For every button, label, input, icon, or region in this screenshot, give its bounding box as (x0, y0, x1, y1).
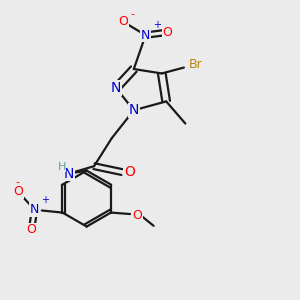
Text: O: O (133, 209, 142, 222)
Text: N: N (141, 29, 150, 42)
Text: N: N (129, 103, 139, 117)
Text: O: O (27, 223, 37, 236)
Text: N: N (64, 167, 74, 181)
Text: H: H (58, 162, 66, 172)
Text: -: - (15, 177, 20, 187)
Text: O: O (124, 165, 135, 179)
Text: O: O (163, 26, 172, 39)
Text: -: - (130, 9, 134, 19)
Text: O: O (14, 185, 23, 199)
Text: N: N (111, 81, 121, 95)
Text: +: + (41, 195, 49, 205)
Text: Br: Br (189, 58, 202, 71)
Text: +: + (153, 20, 161, 30)
Text: N: N (30, 203, 39, 216)
Text: O: O (118, 15, 128, 28)
